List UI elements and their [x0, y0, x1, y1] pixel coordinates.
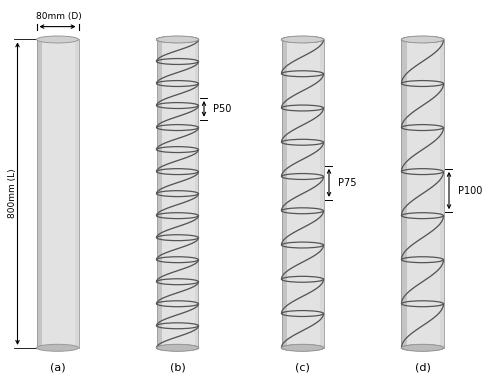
Text: (a): (a): [50, 362, 66, 372]
Polygon shape: [74, 39, 78, 348]
Polygon shape: [156, 39, 198, 348]
Polygon shape: [156, 39, 162, 348]
Text: 80mm (D): 80mm (D): [36, 12, 81, 21]
Polygon shape: [282, 39, 324, 348]
Text: P100: P100: [458, 186, 482, 196]
Text: 800mm (L): 800mm (L): [8, 169, 17, 218]
Ellipse shape: [282, 36, 324, 43]
Text: (b): (b): [170, 362, 186, 372]
Polygon shape: [194, 39, 198, 348]
Text: P50: P50: [213, 104, 232, 114]
Text: (c): (c): [295, 362, 310, 372]
Polygon shape: [36, 39, 43, 348]
Ellipse shape: [156, 344, 198, 351]
Ellipse shape: [36, 344, 78, 351]
Ellipse shape: [282, 344, 324, 351]
Polygon shape: [36, 39, 78, 348]
Polygon shape: [402, 39, 407, 348]
Polygon shape: [440, 39, 444, 348]
Polygon shape: [402, 39, 444, 348]
Ellipse shape: [156, 36, 198, 43]
Ellipse shape: [402, 36, 444, 43]
Polygon shape: [320, 39, 324, 348]
Text: (d): (d): [414, 362, 430, 372]
Text: P75: P75: [338, 178, 356, 188]
Ellipse shape: [402, 344, 444, 351]
Ellipse shape: [36, 36, 78, 43]
Polygon shape: [282, 39, 288, 348]
